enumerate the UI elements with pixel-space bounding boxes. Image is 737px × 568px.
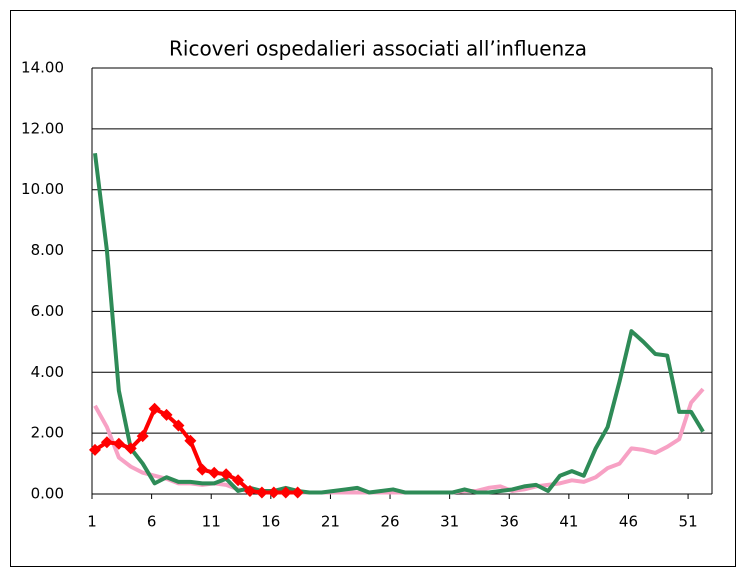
data-point <box>172 419 185 432</box>
x-tick-label: 51 <box>679 513 698 531</box>
x-tick-label: 46 <box>619 513 638 531</box>
x-tick-label: 36 <box>500 513 519 531</box>
data-point <box>267 486 280 499</box>
data-point <box>243 484 256 497</box>
x-tick-label: 16 <box>261 513 280 531</box>
y-tick-label: 10.00 <box>21 180 64 198</box>
data-point <box>184 434 197 447</box>
data-point <box>220 468 233 481</box>
y-tick-label: 8.00 <box>31 241 64 259</box>
data-point <box>255 486 268 499</box>
x-tick-label: 41 <box>559 513 578 531</box>
data-point <box>196 463 209 476</box>
data-point <box>208 466 221 479</box>
x-tick-label: 1 <box>87 513 97 531</box>
data-point <box>89 443 101 456</box>
data-point <box>112 437 125 450</box>
series-line <box>93 152 705 495</box>
y-tick-label: 0.00 <box>31 485 64 503</box>
x-tick-label: 26 <box>380 513 399 531</box>
y-tick-label: 12.00 <box>21 119 64 137</box>
y-tick-label: 4.00 <box>31 363 64 381</box>
data-point <box>291 486 304 499</box>
y-tick-label: 6.00 <box>31 302 64 320</box>
x-tick-label: 11 <box>202 513 221 531</box>
data-point <box>124 442 137 455</box>
data-point <box>136 430 149 443</box>
data-point <box>160 408 173 421</box>
x-tick-label: 21 <box>321 513 340 531</box>
chart-frame <box>10 10 736 567</box>
data-point <box>100 436 113 449</box>
data-point <box>232 474 245 487</box>
y-tick-label: 2.00 <box>31 424 64 442</box>
chart-title: Ricoveri ospedalieri associati all’influ… <box>169 37 587 61</box>
data-point <box>279 486 292 499</box>
x-tick-label: 31 <box>440 513 459 531</box>
y-tick-label: 14.00 <box>21 59 64 77</box>
data-point <box>148 402 161 415</box>
x-tick-label: 6 <box>147 513 157 531</box>
